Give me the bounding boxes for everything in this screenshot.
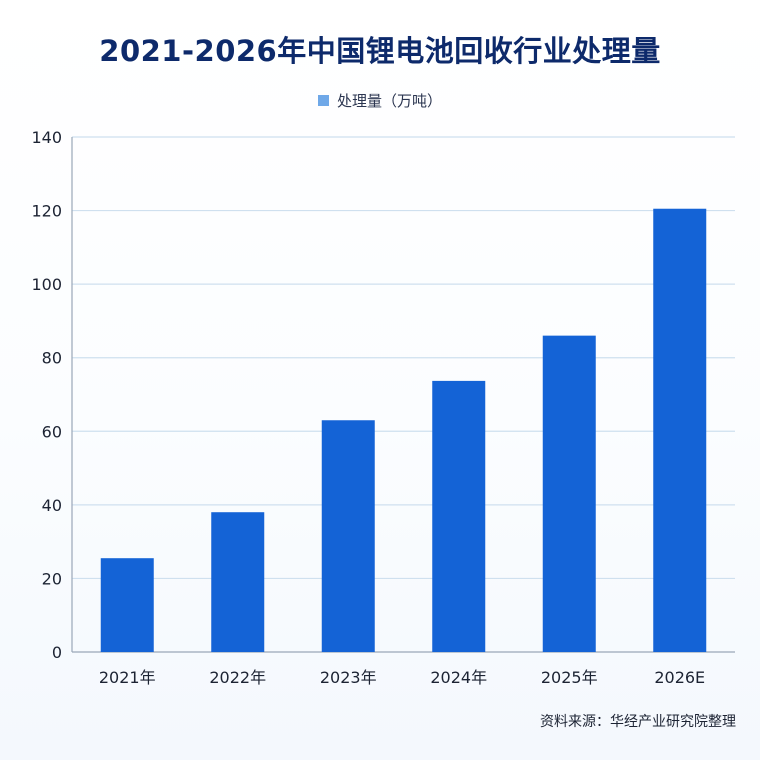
y-tick-label: 0 bbox=[52, 643, 62, 662]
x-tick-label: 2023年 bbox=[320, 668, 377, 687]
bar bbox=[542, 335, 596, 652]
x-tick-label: 2026E bbox=[654, 668, 705, 687]
y-tick-label: 120 bbox=[31, 202, 62, 221]
x-tick-label: 2021年 bbox=[99, 668, 156, 687]
y-tick-label: 140 bbox=[31, 128, 62, 147]
source-note: 资料来源：华经产业研究院整理 bbox=[540, 714, 736, 730]
y-tick-label: 60 bbox=[42, 422, 62, 441]
legend: 处理量（万吨） bbox=[0, 90, 760, 111]
x-tick-label: 2022年 bbox=[209, 668, 266, 687]
x-tick-label: 2024年 bbox=[430, 668, 487, 687]
x-tick-label: 2025年 bbox=[541, 668, 598, 687]
bar bbox=[100, 558, 154, 652]
y-tick-label: 100 bbox=[31, 275, 62, 294]
bar bbox=[321, 420, 375, 652]
chart-title: 2021-2026年中国锂电池回收行业处理量 bbox=[99, 34, 661, 68]
bar bbox=[211, 512, 265, 652]
y-tick-label: 80 bbox=[42, 349, 62, 368]
y-tick-label: 20 bbox=[42, 569, 62, 588]
legend-label: 处理量（万吨） bbox=[336, 92, 442, 110]
bar bbox=[653, 208, 707, 652]
bar bbox=[432, 380, 486, 652]
y-tick-label: 40 bbox=[42, 496, 62, 515]
legend-swatch bbox=[317, 95, 329, 106]
